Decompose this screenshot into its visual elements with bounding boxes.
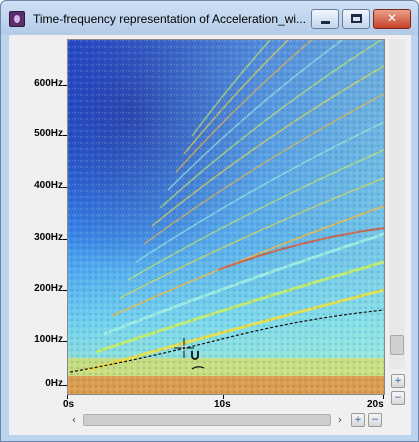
zoom-in-icon[interactable]: + bbox=[351, 413, 365, 427]
y-tick bbox=[63, 135, 67, 136]
close-icon: ✕ bbox=[386, 11, 398, 25]
horizontal-scroll-thumb[interactable] bbox=[83, 414, 331, 426]
window-title: Time-frequency representation of Acceler… bbox=[33, 12, 305, 26]
crosshair-icon[interactable] bbox=[174, 338, 194, 358]
vertical-scroll-thumb[interactable] bbox=[390, 335, 404, 355]
client-area: 600Hz 500Hz 400Hz 300Hz 200Hz 100Hz 0Hz bbox=[9, 35, 411, 435]
close-button[interactable]: ✕ bbox=[373, 9, 411, 29]
y-tick-label: 0Hz bbox=[45, 378, 63, 389]
minimize-icon bbox=[321, 21, 330, 24]
y-tick-label: 500Hz bbox=[34, 128, 63, 139]
y-tick-label: 100Hz bbox=[34, 334, 63, 345]
y-tick bbox=[63, 187, 67, 188]
y-tick-label: 400Hz bbox=[34, 180, 63, 191]
horizontal-scroll-track[interactable] bbox=[83, 414, 331, 426]
x-tick-label: 0s bbox=[63, 399, 75, 410]
title-bar[interactable]: Time-frequency representation of Acceler… bbox=[1, 1, 418, 35]
horizontal-scrollbar[interactable]: ‹ › bbox=[67, 411, 387, 429]
scroll-left-icon[interactable]: ‹ bbox=[71, 413, 77, 426]
maximize-icon bbox=[351, 14, 362, 23]
cursor-marker-icon bbox=[191, 351, 199, 360]
y-tick bbox=[63, 341, 67, 342]
maximize-button[interactable] bbox=[342, 9, 370, 29]
minimize-button[interactable] bbox=[311, 9, 339, 29]
x-tick-label: 10s bbox=[214, 399, 231, 410]
y-tick-label: 600Hz bbox=[34, 78, 63, 89]
y-tick-label: 200Hz bbox=[34, 283, 63, 294]
y-tick bbox=[63, 239, 67, 240]
app-icon[interactable] bbox=[9, 11, 25, 27]
zoom-out-icon[interactable]: − bbox=[368, 413, 382, 427]
x-tick-label: 20s bbox=[367, 399, 384, 410]
cursor-marker-icon bbox=[191, 366, 205, 370]
y-tick bbox=[63, 385, 67, 386]
noise-texture bbox=[68, 40, 384, 394]
zoom-in-icon[interactable]: + bbox=[391, 374, 405, 388]
scroll-right-icon[interactable]: › bbox=[337, 413, 343, 426]
y-tick bbox=[63, 85, 67, 86]
x-tick bbox=[223, 395, 224, 399]
vertical-scrollbar[interactable] bbox=[389, 39, 405, 369]
x-tick bbox=[67, 395, 68, 399]
y-tick bbox=[63, 290, 67, 291]
spectrogram-image bbox=[68, 40, 384, 394]
frequency-tracking-curve[interactable] bbox=[69, 309, 384, 373]
y-tick-label: 300Hz bbox=[34, 232, 63, 243]
zoom-out-icon[interactable]: − bbox=[391, 391, 405, 405]
spectrogram-plot[interactable] bbox=[67, 39, 385, 395]
x-tick bbox=[383, 395, 384, 399]
